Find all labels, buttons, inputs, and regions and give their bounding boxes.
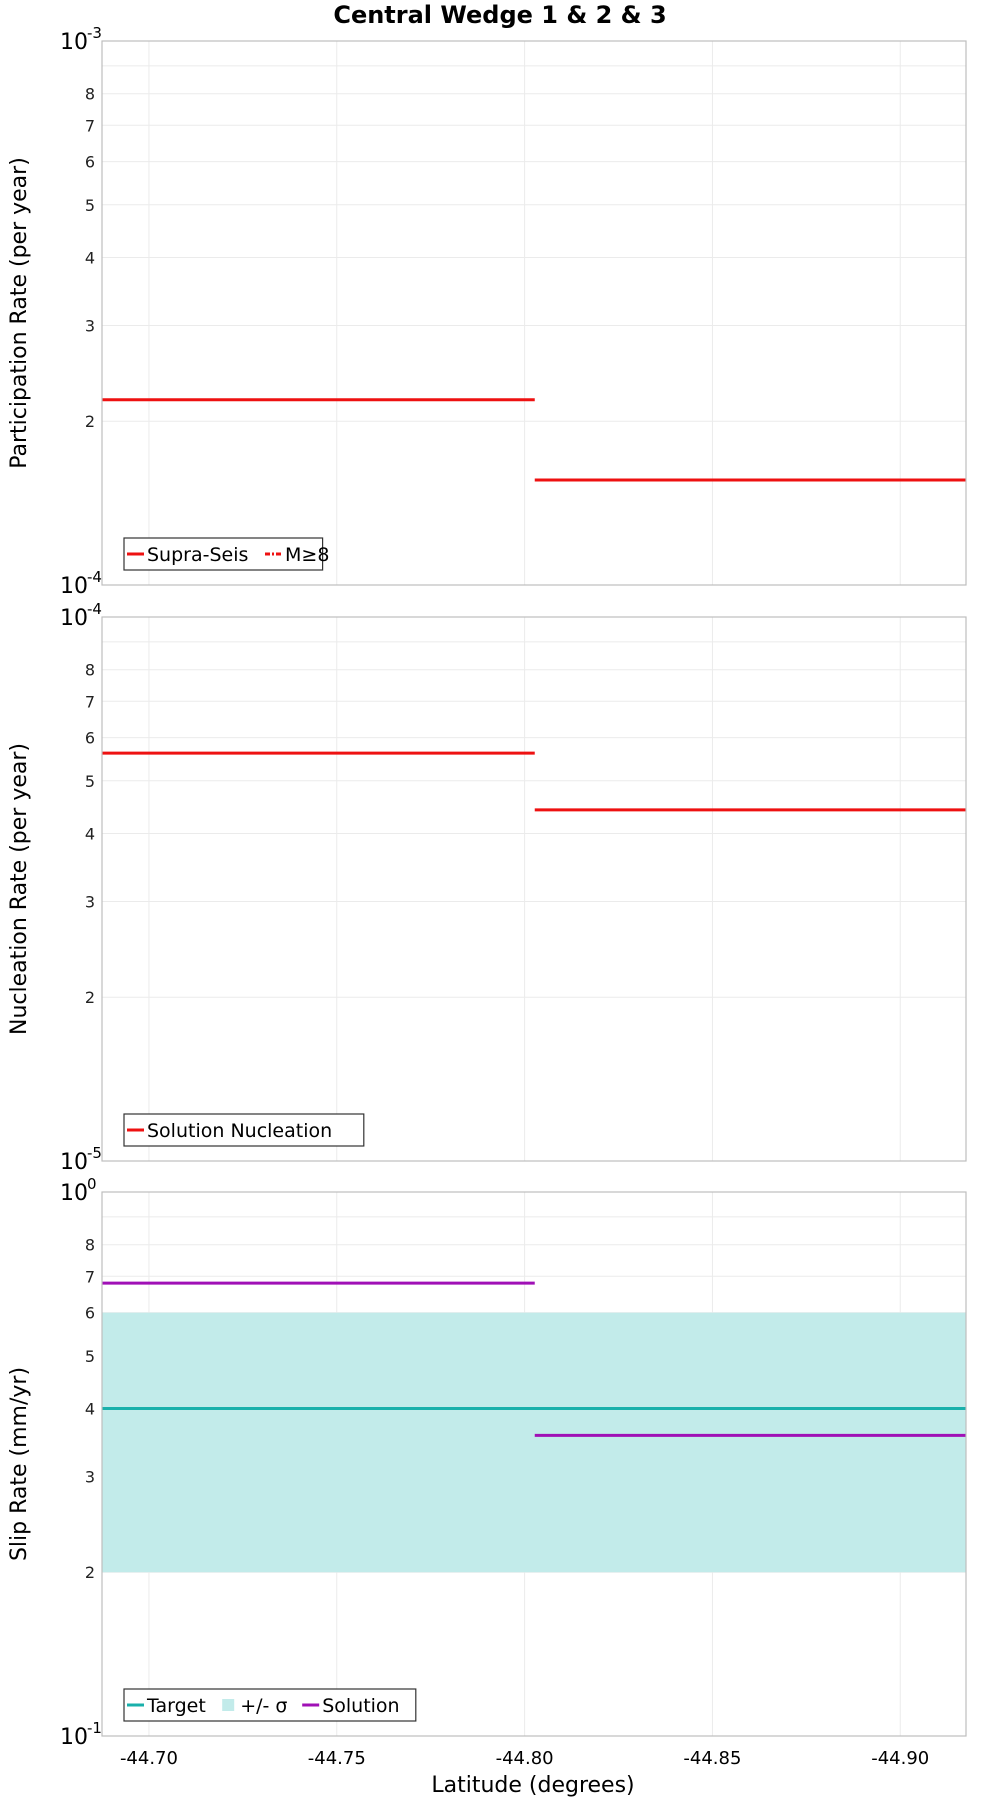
legend-box <box>123 1113 365 1147</box>
plot-area-participation <box>102 41 966 585</box>
legend-label: Solution <box>322 1695 399 1717</box>
legend-label: M≥8 <box>285 544 329 566</box>
plot-area-nucleation <box>102 617 966 1161</box>
y-major-tick-exponent: -3 <box>87 24 102 42</box>
legend-nucleation: Solution Nucleation <box>123 1113 365 1147</box>
x-tick-label: -44.90 <box>871 1748 929 1769</box>
y-axis-label-participation: Participation Rate (per year) <box>7 157 32 469</box>
y-tick-label: 6 <box>85 729 95 748</box>
y-axis-label-nucleation: Nucleation Rate (per year) <box>7 743 32 1035</box>
y-major-tick-label: 10 <box>60 30 88 55</box>
y-major-tick-label: 10 <box>60 1150 88 1175</box>
legend-label: Target <box>146 1695 206 1717</box>
y-tick-label: 8 <box>85 85 95 104</box>
y-tick-label: 5 <box>85 196 95 215</box>
y-tick-label: 5 <box>85 1347 95 1366</box>
y-tick-label: 8 <box>85 1236 95 1255</box>
y-major-tick-label: 10 <box>60 574 88 599</box>
legend-participation: Supra-Seis M≥8 <box>123 537 329 571</box>
legend-label: Supra-Seis <box>147 544 248 566</box>
y-tick-label: 8 <box>85 661 95 680</box>
y-tick-label: 4 <box>85 1399 95 1418</box>
chart-title: Central Wedge 1 & 2 & 3 <box>333 1 666 29</box>
legend-box <box>123 537 324 571</box>
x-tick-label: -44.75 <box>308 1748 366 1769</box>
y-tick-label: 2 <box>85 412 95 431</box>
legend-slip: Target +/- σ Solution <box>123 1688 417 1722</box>
legend-swatch-patch <box>222 1699 235 1711</box>
plot-frame-nucleation <box>101 616 967 1162</box>
y-major-tick-exponent: -4 <box>87 568 102 586</box>
y-major-tick-label: 10 <box>60 606 88 631</box>
y-tick-label: 6 <box>85 1304 95 1323</box>
y-tick-label: 2 <box>85 988 95 1007</box>
x-tick-label: -44.85 <box>683 1748 741 1769</box>
plot-frame-participation <box>101 40 967 586</box>
y-major-tick-exponent: -1 <box>87 1719 102 1737</box>
x-tick-label: -44.80 <box>496 1748 554 1769</box>
y-axis-label-slip: Slip Rate (mm/yr) <box>7 1367 32 1561</box>
y-tick-label: 7 <box>85 692 95 711</box>
y-tick-label: 4 <box>85 248 95 267</box>
y-major-tick-exponent: -4 <box>87 600 102 618</box>
y-tick-label: 2 <box>85 1563 95 1582</box>
y-tick-label: 4 <box>85 824 95 843</box>
y-tick-label: 7 <box>85 1267 95 1286</box>
y-major-tick-label: 10 <box>60 1181 88 1206</box>
y-tick-label: 3 <box>85 316 95 335</box>
y-tick-label: 3 <box>85 1467 95 1486</box>
y-tick-label: 5 <box>85 772 95 791</box>
x-axis-label: Latitude (degrees) <box>431 1773 634 1798</box>
y-major-tick-exponent: -5 <box>87 1144 102 1162</box>
sigma-band <box>102 1312 966 1573</box>
y-tick-label: 6 <box>85 153 95 172</box>
plot-frame-slip <box>101 1191 967 1737</box>
y-tick-label: 3 <box>85 892 95 911</box>
y-tick-label: 7 <box>85 116 95 135</box>
y-major-tick-exponent: 0 <box>87 1175 97 1193</box>
legend-label: +/- σ <box>240 1695 287 1717</box>
legend-box <box>123 1688 417 1722</box>
x-tick-label: -44.70 <box>120 1748 178 1769</box>
legend-label: Solution Nucleation <box>147 1120 332 1142</box>
y-major-tick-label: 10 <box>60 1725 88 1750</box>
